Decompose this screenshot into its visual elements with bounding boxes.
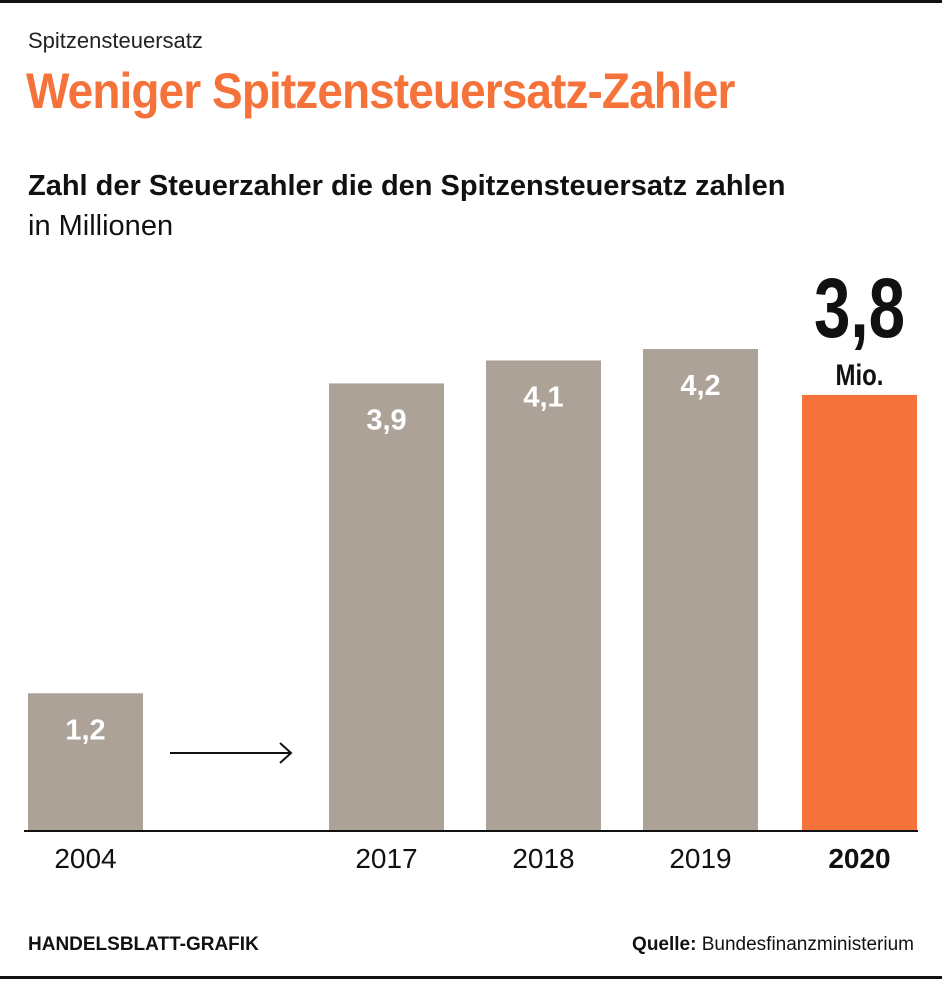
x-tick-label: 2004 <box>54 843 116 874</box>
chart-title: Zahl der Steuerzahler die den Spitzenste… <box>28 170 786 202</box>
bar-2018 <box>486 360 601 831</box>
value-label: 3,9 <box>366 404 406 436</box>
x-tick-label: 2020 <box>828 843 890 874</box>
axis-break-arrow-head <box>279 742 293 764</box>
x-tick-label: 2019 <box>669 843 731 874</box>
value-label: 1,2 <box>65 714 105 746</box>
x-tick-label: 2018 <box>512 843 574 874</box>
bar-2004 <box>28 693 143 831</box>
highlight-value-label: 3,8 <box>814 261 905 355</box>
value-label: 4,1 <box>523 381 563 413</box>
source-label: Quelle: <box>632 934 697 955</box>
credit: HANDELSBLATT-GRAFIK <box>28 934 259 955</box>
headline: Weniger Spitzensteuersatz-Zahler <box>26 63 735 119</box>
bar-2020 <box>802 394 917 831</box>
kicker: Spitzensteuersatz <box>28 28 203 53</box>
chart-subtitle: in Millionen <box>28 210 174 242</box>
highlight-unit-label: Mio. <box>836 357 884 391</box>
x-tick-label: 2017 <box>355 843 417 874</box>
bar-2017 <box>329 383 444 831</box>
top-rule <box>0 0 942 3</box>
value-label: 4,2 <box>680 370 720 402</box>
bottom-rule <box>0 976 942 979</box>
source: Quelle: Bundesfinanzministerium <box>632 934 914 956</box>
bar-2019 <box>643 349 758 831</box>
source-value: Bundesfinanzministerium <box>701 934 914 955</box>
